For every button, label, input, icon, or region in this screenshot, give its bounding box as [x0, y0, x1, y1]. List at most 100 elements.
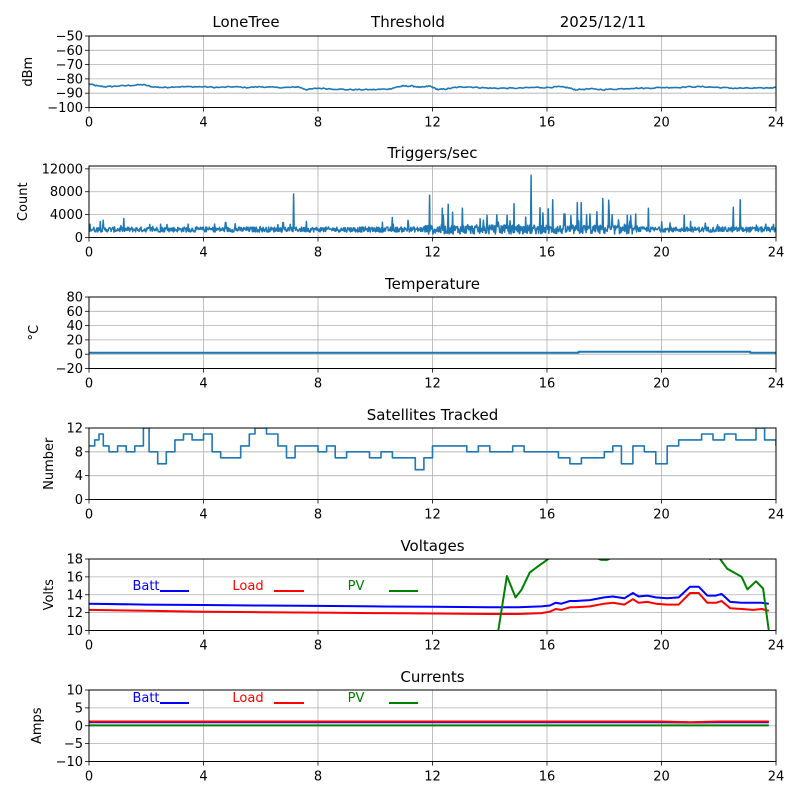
- panel-voltages: 0 4 8 12 16 20 24 10 12 14 16 18 Voltages Volts Batt Lo…: [42, 537, 784, 654]
- x-tick-label: 0: [85, 770, 93, 785]
- x-tick-label: 8: [314, 508, 322, 523]
- header-date: 2025/12/11: [560, 13, 646, 31]
- x-tick-label: 16: [539, 246, 556, 261]
- y-tick-label: −60: [56, 44, 83, 59]
- legend-label: Batt: [132, 691, 159, 706]
- series-line-temperature-temperature: [89, 350, 776, 354]
- x-tick-label: 16: [539, 639, 556, 654]
- x-tick-label: 20: [653, 639, 670, 654]
- x-tick-label: 24: [768, 770, 785, 785]
- y-tick-label: 60: [66, 305, 83, 320]
- x-tick-label: 12: [424, 116, 441, 131]
- y-tick-label: 0: [75, 348, 83, 363]
- y-axis-label: Number: [42, 437, 57, 490]
- panel-title: Satellites Tracked: [367, 406, 498, 424]
- y-tick-label: 20: [66, 333, 83, 348]
- x-tick-label: 20: [653, 377, 670, 392]
- y-tick-label: 18: [66, 553, 83, 568]
- panel-title: Temperature: [384, 275, 480, 293]
- x-tick-label: 8: [314, 639, 322, 654]
- y-tick-label: 80: [66, 291, 83, 306]
- legend-item-pv: PV: [348, 579, 418, 594]
- legend-item-pv: PV: [348, 691, 418, 706]
- panel-currents: 0 4 8 12 16 20 24 −10 −5 0 5 10 Currents Amps Batt Load…: [30, 668, 784, 785]
- x-tick-label: 8: [314, 770, 322, 785]
- plot-area-temperature: [89, 350, 776, 354]
- x-tick-label: 4: [199, 377, 207, 392]
- x-tick-label: 16: [539, 377, 556, 392]
- series-line-voltages-pv: [497, 559, 770, 631]
- y-tick-label: −80: [56, 72, 83, 87]
- y-tick-label: 0: [75, 493, 83, 508]
- y-tick-label: 10: [66, 624, 83, 639]
- panel-title: Triggers/sec: [387, 144, 478, 162]
- x-tick-label: 12: [424, 508, 441, 523]
- y-tick-label: −100: [47, 101, 83, 116]
- legend-label: PV: [348, 579, 365, 594]
- y-tick-label: −70: [56, 58, 83, 73]
- x-tick-label: 24: [768, 508, 785, 523]
- series-line-voltages-batt: [89, 585, 769, 609]
- y-axis-label: dBm: [21, 57, 36, 87]
- x-tick-label: 24: [768, 639, 785, 654]
- y-tick-label: −10: [56, 755, 83, 770]
- y-tick-label: 4: [75, 469, 83, 484]
- series-line-currents-load: [89, 720, 769, 724]
- y-tick-label: −90: [56, 87, 83, 102]
- x-tick-label: 20: [653, 508, 670, 523]
- x-tick-label: 0: [85, 116, 93, 131]
- legend-label: Batt: [132, 579, 159, 594]
- y-tick-label: −20: [56, 362, 83, 377]
- series-line-satellites-satellites: [89, 428, 776, 471]
- y-tick-label: 10: [66, 684, 83, 699]
- y-tick-label: 12000: [42, 162, 83, 177]
- y-tick-label: 8000: [50, 185, 83, 200]
- x-tick-label: 0: [85, 508, 93, 523]
- y-tick-label: 0: [75, 719, 83, 734]
- y-tick-label: −5: [64, 737, 83, 752]
- legend-label: Load: [232, 691, 263, 706]
- panel-signal: 0 4 8 12 16 20 24 −100−90−80−70−60−50 dBm: [21, 30, 784, 131]
- plot-area-triggers: [89, 174, 776, 235]
- legend-label: PV: [348, 691, 365, 706]
- y-tick-label: 12: [66, 606, 83, 621]
- x-tick-label: 16: [539, 770, 556, 785]
- x-tick-label: 4: [199, 116, 207, 131]
- legend-item-batt: Batt: [132, 579, 189, 594]
- plot-area-satellites: [89, 428, 776, 471]
- x-tick-label: 24: [768, 116, 785, 131]
- x-tick-label: 16: [539, 116, 556, 131]
- legend-item-load: Load: [232, 579, 304, 594]
- x-tick-label: 12: [424, 377, 441, 392]
- y-tick-label: 8: [75, 445, 83, 460]
- x-tick-label: 8: [314, 377, 322, 392]
- x-tick-label: 20: [653, 246, 670, 261]
- x-tick-label: 0: [85, 246, 93, 261]
- y-tick-label: 5: [75, 701, 83, 716]
- x-tick-label: 16: [539, 508, 556, 523]
- y-axis-label: Count: [16, 182, 31, 221]
- x-tick-label: 4: [199, 770, 207, 785]
- x-tick-label: 12: [424, 770, 441, 785]
- legend-item-load: Load: [232, 691, 304, 706]
- x-tick-label: 12: [424, 246, 441, 261]
- x-tick-label: 24: [768, 246, 785, 261]
- x-tick-label: 24: [768, 377, 785, 392]
- x-tick-label: 4: [199, 246, 207, 261]
- plot-area-signal: [89, 83, 776, 91]
- plot-area-currents: [89, 720, 769, 727]
- x-tick-label: 4: [199, 639, 207, 654]
- x-tick-label: 0: [85, 377, 93, 392]
- series-line-triggers: [89, 174, 776, 235]
- legend-item-batt: Batt: [132, 691, 189, 706]
- y-axis-label: Amps: [30, 707, 45, 744]
- header-station: LoneTree: [212, 13, 279, 31]
- series-line-voltages-load: [89, 592, 770, 615]
- header-mode: Threshold: [370, 13, 445, 31]
- y-axis-label: °C: [27, 325, 42, 341]
- plot-area-voltages: [89, 559, 770, 631]
- x-tick-label: 20: [653, 116, 670, 131]
- y-tick-label: 12: [66, 422, 83, 437]
